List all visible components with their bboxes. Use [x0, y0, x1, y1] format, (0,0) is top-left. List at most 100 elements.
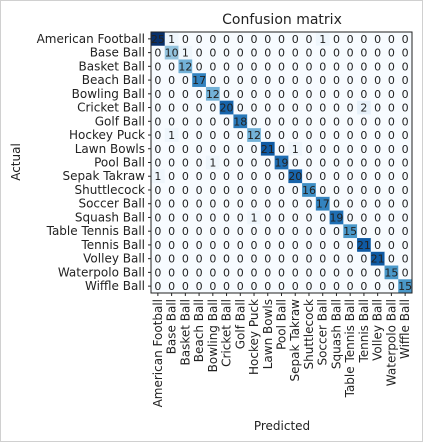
matrix-cell	[302, 141, 317, 157]
matrix-cell	[288, 128, 303, 143]
matrix-count: 0	[347, 129, 354, 142]
matrix-count: 17	[192, 74, 206, 87]
matrix-count: 1	[251, 211, 258, 224]
x-tick-label: Beach Ball	[192, 299, 206, 362]
matrix-count: 0	[305, 253, 312, 266]
matrix-count: 0	[278, 143, 285, 156]
matrix-count: 0	[196, 253, 203, 266]
matrix-count: 0	[154, 225, 161, 238]
matrix-count: 0	[154, 88, 161, 101]
matrix-count: 0	[347, 33, 354, 46]
matrix-cell	[329, 238, 344, 253]
matrix-count: 0	[182, 239, 189, 252]
matrix-count: 16	[302, 184, 316, 197]
matrix-cell	[233, 251, 248, 266]
matrix-cell	[329, 45, 344, 60]
matrix-cell	[178, 279, 193, 294]
matrix-count: 0	[264, 170, 271, 183]
matrix-count: 0	[168, 280, 175, 293]
matrix-count: 0	[333, 225, 340, 238]
matrix-cell	[151, 73, 166, 88]
matrix-count: 0	[374, 129, 381, 142]
matrix-count: 0	[374, 60, 381, 73]
matrix-cell	[178, 238, 193, 253]
matrix-count: 0	[374, 211, 381, 224]
matrix-count: 0	[154, 211, 161, 224]
matrix-cell	[302, 155, 317, 170]
matrix-cell	[205, 224, 221, 239]
matrix-cell	[233, 141, 248, 157]
matrix-cell	[398, 114, 413, 129]
matrix-cell	[370, 128, 385, 143]
matrix-count: 1	[168, 129, 175, 142]
matrix-cell	[247, 100, 262, 115]
matrix-count: 0	[264, 239, 271, 252]
matrix-count: 0	[292, 198, 299, 211]
matrix-count: 0	[333, 266, 340, 279]
matrix-cell	[343, 196, 358, 211]
matrix-cell	[357, 210, 372, 225]
matrix-cell	[205, 155, 221, 170]
matrix-count: 0	[168, 143, 175, 156]
matrix-cell	[315, 265, 330, 280]
matrix-count: 0	[251, 143, 258, 156]
matrix-cell	[151, 128, 166, 143]
x-tick-label: Tennis Ball	[357, 299, 371, 364]
matrix-cell	[288, 196, 303, 211]
matrix-count: 0	[292, 88, 299, 101]
matrix-count: 0	[402, 225, 409, 238]
matrix-cell	[178, 251, 193, 266]
matrix-count: 0	[374, 143, 381, 156]
matrix-count: 0	[402, 60, 409, 73]
matrix-cell	[233, 114, 248, 129]
matrix-cell	[247, 73, 262, 88]
matrix-cell	[302, 32, 317, 47]
matrix-cell	[315, 238, 330, 253]
matrix-count: 0	[333, 33, 340, 46]
matrix-count: 0	[237, 280, 244, 293]
matrix-count: 0	[278, 184, 285, 197]
matrix-count: 2	[360, 102, 367, 115]
matrix-cell	[329, 155, 344, 170]
matrix-cell	[370, 141, 385, 157]
matrix-cell	[357, 141, 372, 157]
matrix-count: 21	[261, 143, 275, 156]
matrix-cell	[329, 59, 344, 74]
matrix-count: 0	[168, 239, 175, 252]
x-tick-label: Waterpolo Ball	[384, 299, 398, 386]
matrix-cell	[233, 73, 248, 88]
matrix-cell	[329, 32, 344, 47]
matrix-count: 0	[251, 184, 258, 197]
matrix-cell	[260, 141, 276, 157]
matrix-count: 0	[360, 88, 367, 101]
matrix-cell	[219, 279, 234, 294]
matrix-count: 0	[319, 184, 326, 197]
matrix-count: 0	[237, 184, 244, 197]
matrix-count: 0	[292, 129, 299, 142]
matrix-cell	[370, 183, 385, 198]
matrix-count: 0	[319, 225, 326, 238]
matrix-count: 0	[154, 47, 161, 60]
matrix-cell	[343, 86, 358, 102]
matrix-cell	[357, 155, 372, 170]
matrix-count: 0	[264, 280, 271, 293]
matrix-count: 0	[333, 74, 340, 87]
matrix-cell	[357, 59, 372, 74]
matrix-count: 0	[360, 280, 367, 293]
matrix-count: 20	[288, 170, 302, 183]
chart-title: Confusion matrix	[222, 12, 342, 28]
matrix-count: 0	[305, 143, 312, 156]
matrix-count: 0	[374, 184, 381, 197]
y-tick-label: Soccer Ball	[78, 197, 145, 211]
matrix-cell	[205, 265, 221, 280]
matrix-cell	[274, 238, 289, 253]
matrix-count: 0	[154, 115, 161, 128]
matrix-count: 0	[360, 74, 367, 87]
matrix-count: 0	[251, 280, 258, 293]
matrix-cell	[384, 100, 399, 115]
matrix-count: 0	[196, 115, 203, 128]
x-tick-label: Soccer Ball	[316, 299, 330, 366]
matrix-count: 0	[223, 253, 230, 266]
matrix-cell	[192, 59, 207, 74]
